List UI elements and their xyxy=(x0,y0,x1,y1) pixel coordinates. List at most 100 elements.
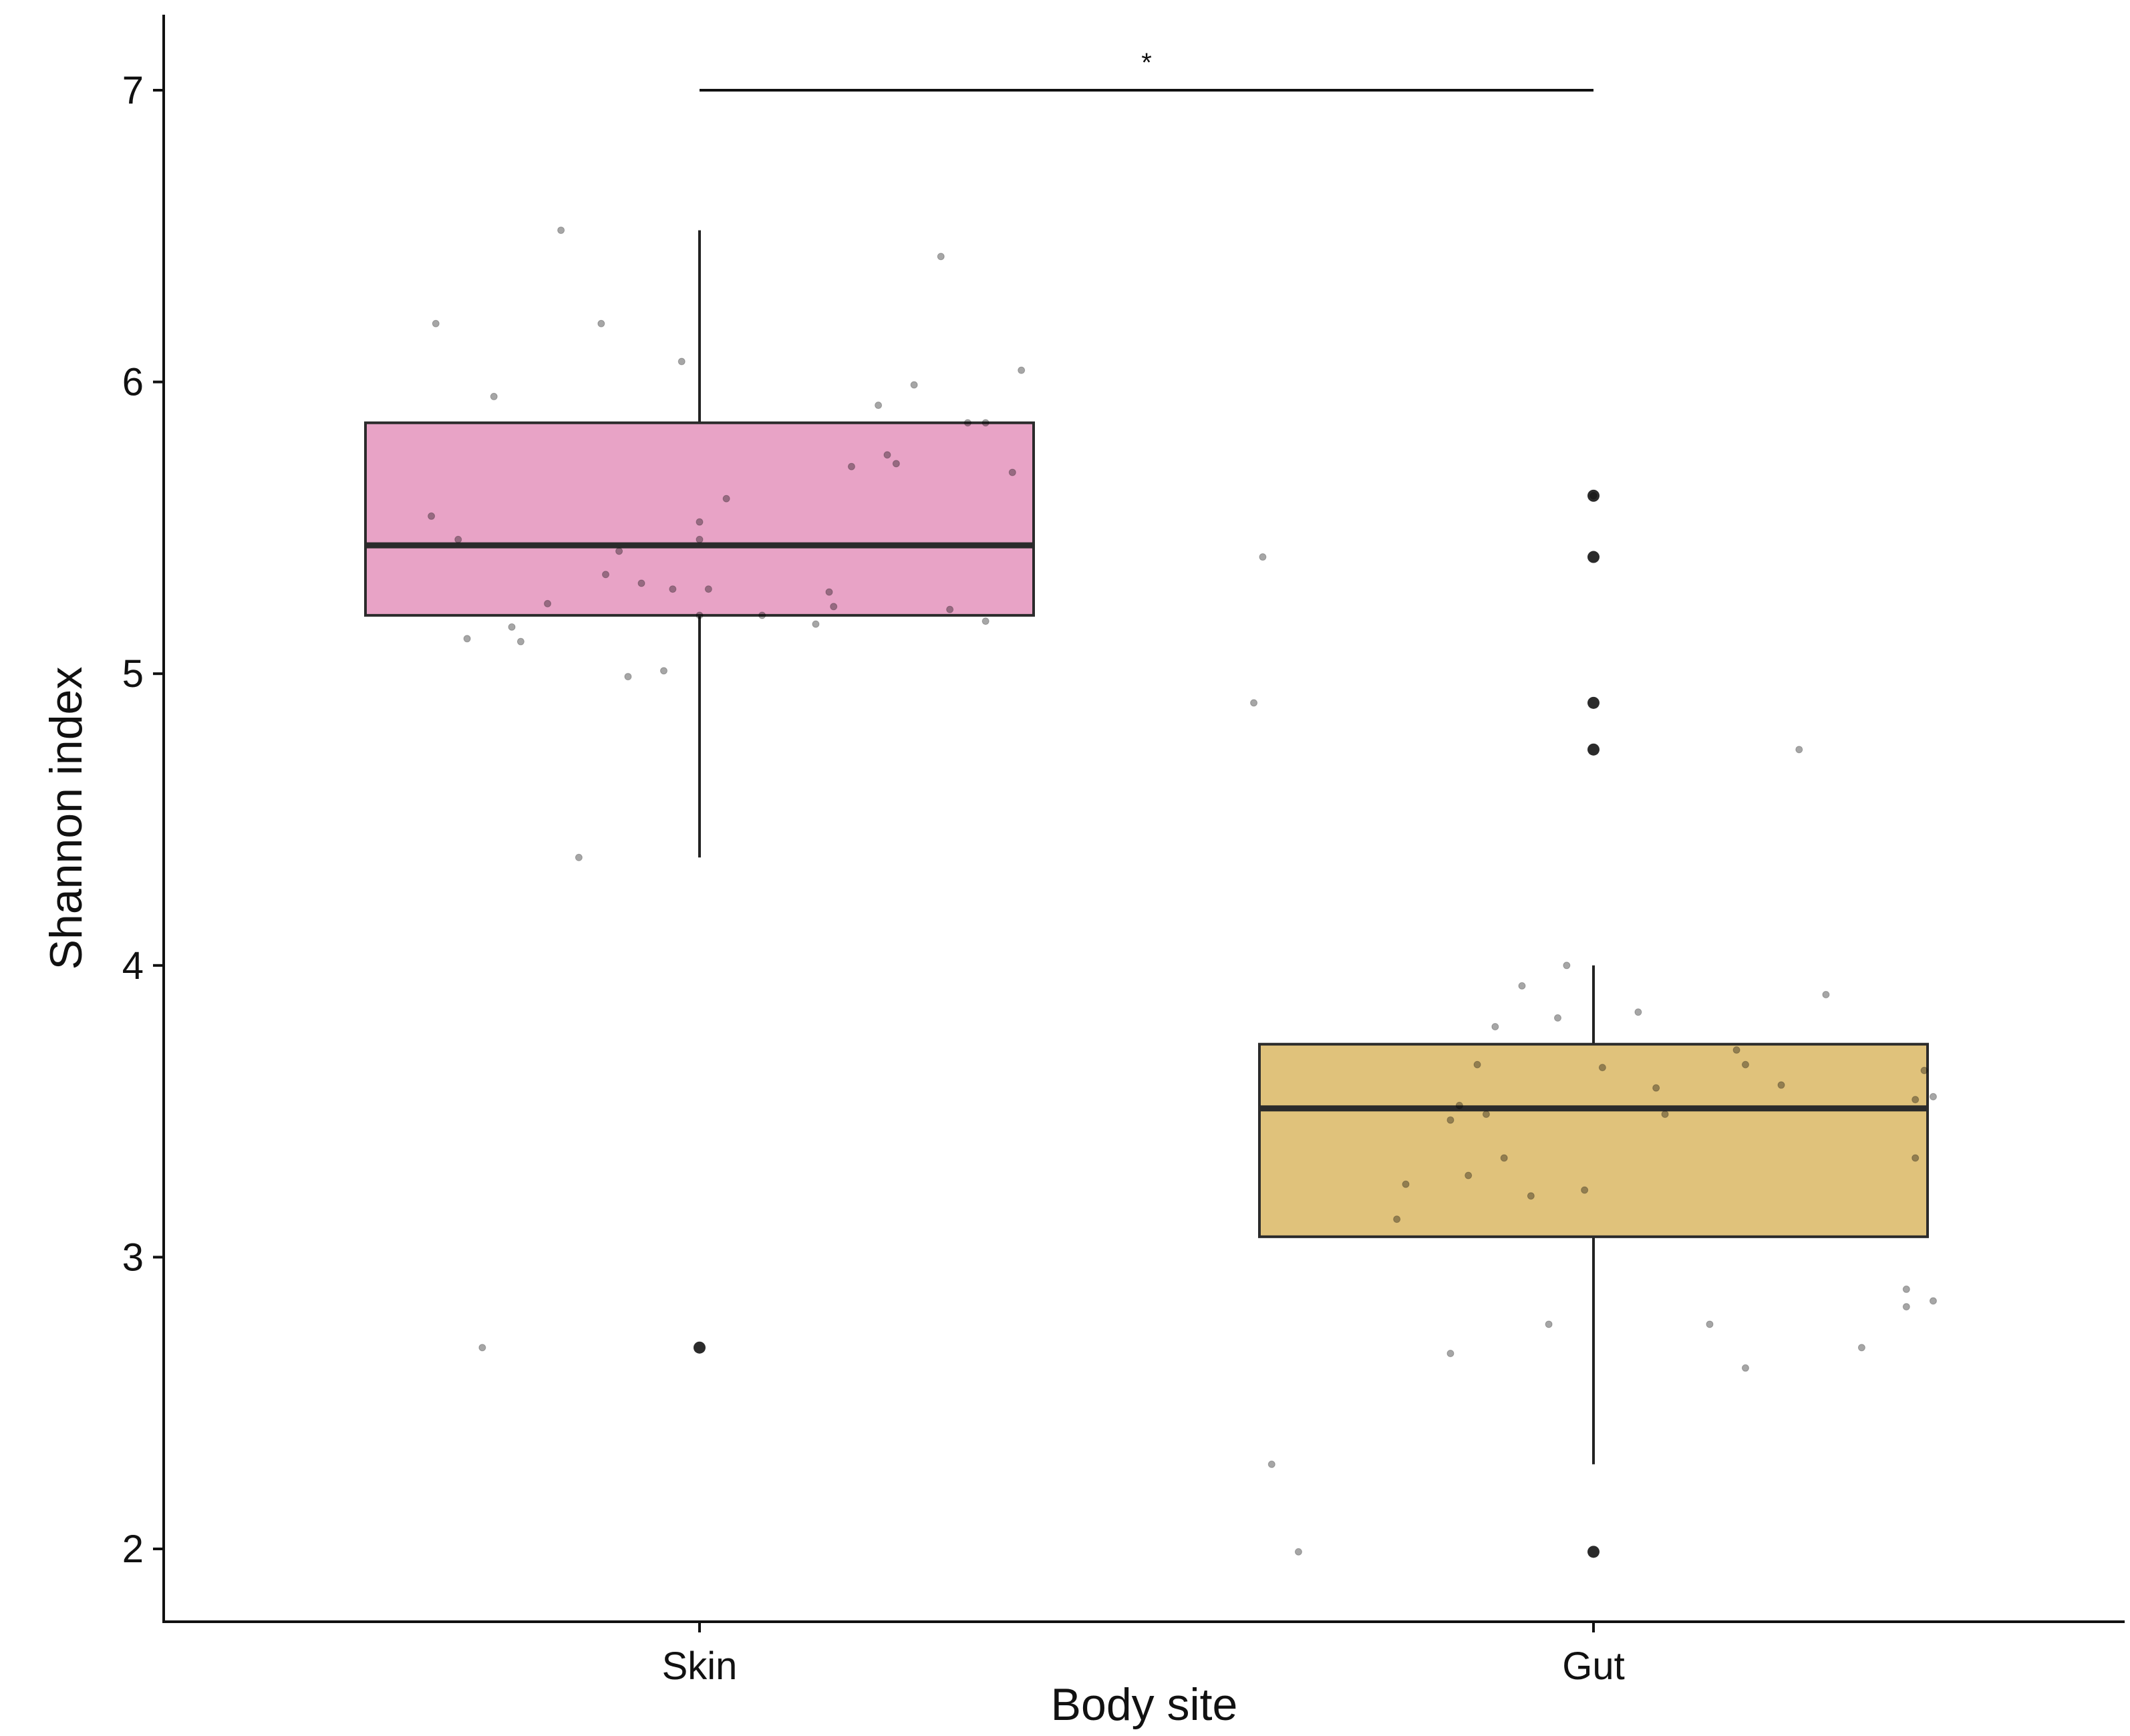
data-point xyxy=(937,253,945,261)
y-tick-label: 4 xyxy=(122,944,144,988)
data-point xyxy=(557,227,565,235)
outlier-point xyxy=(1587,489,1600,502)
data-point xyxy=(677,357,686,366)
y-axis-title: Shannon index xyxy=(41,667,92,970)
data-point xyxy=(1929,1297,1937,1305)
data-point xyxy=(1912,1096,1920,1104)
box-layer xyxy=(364,230,1929,1558)
outlier-point xyxy=(1587,743,1600,756)
y-tick-label: 5 xyxy=(122,652,144,696)
data-point xyxy=(1402,1180,1410,1188)
data-point xyxy=(910,381,918,389)
data-point xyxy=(508,623,516,631)
data-point xyxy=(1518,982,1526,990)
data-point xyxy=(1634,1008,1642,1016)
outlier-point xyxy=(694,1341,706,1354)
data-point xyxy=(981,419,990,427)
significance-label: * xyxy=(1141,48,1152,78)
data-point xyxy=(575,853,583,861)
data-point xyxy=(1902,1303,1910,1311)
data-point xyxy=(1598,1064,1606,1072)
data-point xyxy=(875,402,883,410)
data-point xyxy=(963,419,971,427)
data-point xyxy=(490,392,498,400)
axes-layer xyxy=(162,15,2125,1623)
data-point xyxy=(1447,1349,1455,1357)
data-point xyxy=(847,462,855,470)
data-point xyxy=(615,547,623,555)
data-point xyxy=(1589,492,1598,500)
data-point xyxy=(883,451,891,459)
data-point xyxy=(544,599,552,607)
data-point xyxy=(428,512,436,520)
box-gut xyxy=(1258,489,1929,1558)
box-skin xyxy=(364,230,1035,1354)
data-point xyxy=(1581,1186,1589,1194)
data-point xyxy=(1920,1066,1928,1074)
data-point xyxy=(478,1344,486,1352)
data-point xyxy=(1465,1171,1473,1179)
data-point xyxy=(696,518,704,526)
data-point xyxy=(1652,1084,1660,1092)
data-point xyxy=(1902,1285,1910,1293)
data-point xyxy=(704,585,712,593)
data-point xyxy=(1553,1014,1561,1022)
data-point xyxy=(1741,1364,1749,1372)
data-point xyxy=(1929,1093,1937,1101)
data-point xyxy=(758,611,766,619)
data-point xyxy=(1008,468,1016,476)
data-point xyxy=(696,535,704,543)
data-point xyxy=(1491,1022,1499,1030)
data-point xyxy=(892,460,900,468)
data-point xyxy=(981,617,990,625)
data-point xyxy=(597,319,605,327)
outlier-point xyxy=(1587,1546,1600,1558)
y-tick-label: 6 xyxy=(122,361,144,404)
outlier-point xyxy=(1587,551,1600,563)
x-tick-label: Skin xyxy=(662,1644,738,1688)
data-point xyxy=(1661,1110,1669,1118)
data-point xyxy=(659,667,667,675)
data-point xyxy=(1527,1192,1535,1200)
data-point xyxy=(1018,366,1026,374)
data-point xyxy=(825,588,833,596)
data-point xyxy=(830,603,838,611)
x-axis-title: Body site xyxy=(1051,1679,1238,1730)
x-tick-label: Gut xyxy=(1562,1644,1625,1688)
data-point xyxy=(1267,1460,1275,1468)
data-point xyxy=(1393,1215,1401,1223)
data-point xyxy=(1482,1110,1490,1118)
annotation-layer: * xyxy=(700,48,1593,92)
data-point xyxy=(1500,1154,1508,1162)
data-point xyxy=(1741,1060,1749,1068)
y-tick-label: 2 xyxy=(122,1528,144,1571)
data-point xyxy=(516,637,524,645)
data-point xyxy=(1545,1320,1553,1328)
data-point xyxy=(669,585,677,593)
data-point xyxy=(1732,1046,1740,1054)
outlier-point xyxy=(1587,696,1600,709)
data-point xyxy=(1777,1081,1785,1089)
data-point xyxy=(722,494,730,502)
data-point xyxy=(1250,699,1258,707)
data-point xyxy=(1706,1320,1714,1328)
interquartile-box xyxy=(1258,1042,1929,1238)
data-point xyxy=(432,319,440,327)
data-point xyxy=(1455,1101,1463,1109)
data-point xyxy=(812,620,820,628)
data-point xyxy=(946,605,954,613)
y-tick-label: 3 xyxy=(122,1236,144,1279)
data-point xyxy=(1912,1154,1920,1162)
data-point xyxy=(1473,1060,1481,1068)
x-axis-ticks: Skin Gut xyxy=(662,1622,1625,1688)
data-point xyxy=(1822,990,1830,998)
data-point xyxy=(1259,553,1267,561)
data-point xyxy=(1563,962,1571,970)
data-point xyxy=(463,635,471,643)
data-point xyxy=(1294,1548,1302,1556)
data-point xyxy=(696,611,704,619)
y-tick-label: 7 xyxy=(122,69,144,112)
data-point xyxy=(1447,1116,1455,1124)
data-point xyxy=(602,571,610,579)
